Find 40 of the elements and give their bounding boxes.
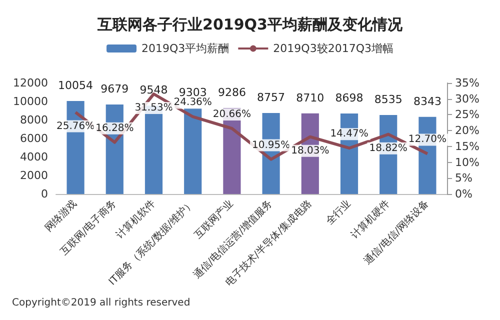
data-label: 18.03% <box>291 145 330 156</box>
legend-label: 2019Q3平均薪酬 <box>142 42 230 55</box>
data-label: 10.95% <box>252 140 290 151</box>
data-label: 31.53% <box>134 102 173 114</box>
y2-tick-label: 30% <box>455 92 480 106</box>
y2-tick-label: 10% <box>455 156 480 169</box>
y2-tick-label: 5% <box>455 172 472 185</box>
y-tick-label: 0 <box>41 188 48 200</box>
data-label: 8343 <box>413 94 442 108</box>
data-label: 18.82% <box>369 142 408 154</box>
y2-tick-label: 0% <box>455 188 472 200</box>
data-label: 25.76% <box>56 120 95 132</box>
data-label: 9286 <box>218 86 246 100</box>
data-label: 20.66% <box>212 108 252 120</box>
data-label: 16.28% <box>96 122 134 134</box>
data-label: 9548 <box>140 84 168 97</box>
data-label: 9679 <box>100 82 129 96</box>
y-tick-label: 6000 <box>20 132 48 145</box>
y-tick-label: 8000 <box>20 114 48 126</box>
y2-tick-label: 35% <box>455 76 480 90</box>
data-label: 8757 <box>257 91 286 104</box>
y-tick-label: 2000 <box>20 169 48 182</box>
data-label: 9303 <box>178 86 207 99</box>
data-label: 12.70% <box>408 134 447 146</box>
y-tick-label: 12000 <box>13 76 48 90</box>
y-tick-label: 10000 <box>13 95 48 108</box>
y2-tick-label: 25% <box>455 108 480 122</box>
data-label: 14.47% <box>330 128 368 140</box>
x-tick-label: 全行业 <box>323 197 354 228</box>
text: Copyright©2019 all rights reserved <box>12 298 190 308</box>
data-label: 10054 <box>58 79 94 92</box>
data-label: 8698 <box>335 92 364 105</box>
y2-tick-label: 15% <box>455 140 480 153</box>
data-label: 8535 <box>374 93 402 106</box>
legend-label: 2019Q3较2017Q3增幅 <box>273 42 394 55</box>
data-label: 8710 <box>296 91 324 104</box>
data-label: 24.36% <box>174 97 212 108</box>
chart-title: 互联网各子行业2019Q3平均薪酬及变化情况 <box>96 16 404 34</box>
y2-tick-label: 20% <box>455 124 480 138</box>
y-tick-label: 4000 <box>20 150 48 164</box>
